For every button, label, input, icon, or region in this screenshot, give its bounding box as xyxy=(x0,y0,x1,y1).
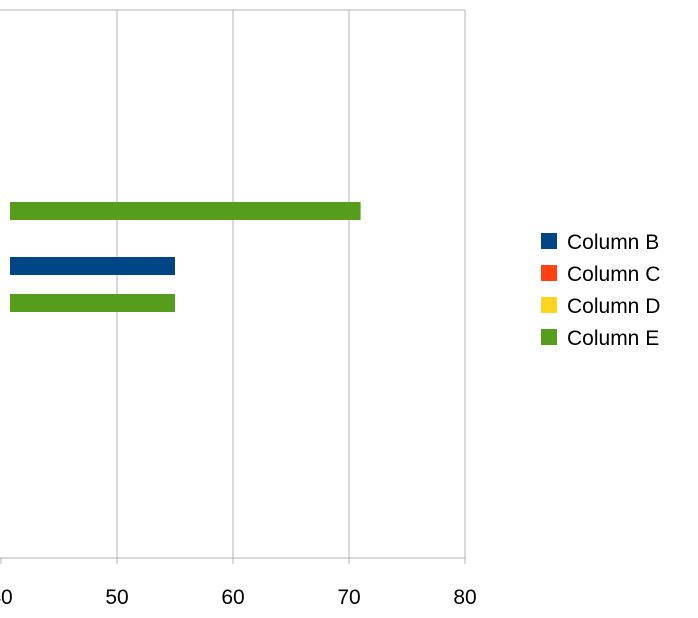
x-tick-label-50: 50 xyxy=(105,586,128,609)
bar-column-b-1 xyxy=(10,257,175,275)
x-tick-label-40: 40 xyxy=(0,586,13,609)
x-tick-label-60: 60 xyxy=(221,586,244,609)
legend-label: Column B xyxy=(567,231,659,254)
legend-item-column-b: Column B xyxy=(541,231,659,254)
legend-swatch xyxy=(541,265,557,281)
legend-swatch xyxy=(541,297,557,313)
legend-item-column-c: Column C xyxy=(541,263,660,286)
grid xyxy=(0,9,466,558)
x-axis xyxy=(0,557,466,564)
bar-column-e-2 xyxy=(10,294,175,312)
legend-item-column-d: Column D xyxy=(541,295,660,318)
legend: Column B Column C Column D Column E xyxy=(541,231,660,350)
legend-label: Column E xyxy=(567,327,659,350)
legend-label: Column D xyxy=(567,295,660,318)
legend-label: Column C xyxy=(567,263,660,286)
x-tick-label-80: 80 xyxy=(453,586,476,609)
bars xyxy=(10,202,361,312)
legend-swatch xyxy=(541,329,557,345)
x-tick-labels: 40 50 60 70 80 xyxy=(0,586,477,609)
legend-item-column-e: Column E xyxy=(541,327,659,350)
legend-swatch xyxy=(541,233,557,249)
x-tick-label-70: 70 xyxy=(337,586,360,609)
bar-column-e-0 xyxy=(10,202,361,220)
